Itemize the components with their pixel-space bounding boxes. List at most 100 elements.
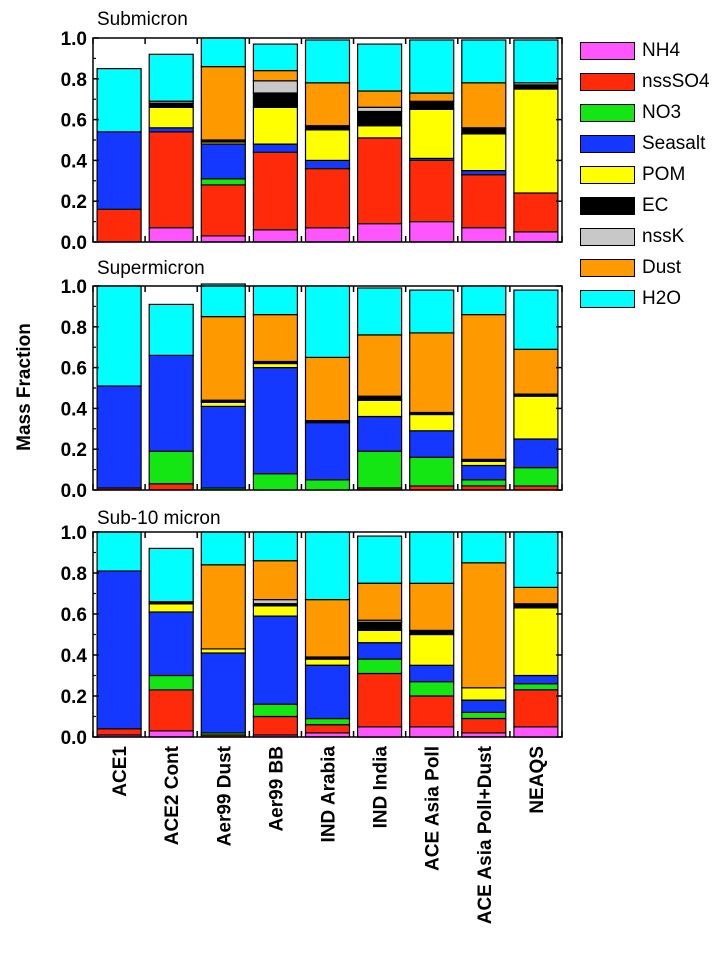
bar-segment <box>96 67 142 133</box>
bar-segment <box>357 450 403 489</box>
bar-segment <box>409 159 455 223</box>
bar-segment <box>461 227 507 243</box>
bar-segment <box>96 531 142 572</box>
y-axis-label: Mass Fraction <box>14 323 35 451</box>
bar-segment <box>200 184 246 237</box>
y-tick-label: 0.2 <box>61 440 87 461</box>
bar-segment <box>461 82 507 129</box>
legend-label: Dust <box>642 257 682 278</box>
bar-segment <box>200 652 246 734</box>
bar-segment <box>252 106 298 145</box>
bar-segment <box>200 65 246 141</box>
bar-segment <box>461 314 507 461</box>
bar-segment <box>252 531 298 562</box>
bar-segment <box>513 603 559 609</box>
bar-segment <box>148 611 194 677</box>
legend-swatch <box>580 135 635 153</box>
bar-segment <box>409 629 455 636</box>
bar-segment <box>409 531 455 584</box>
x-category-label: ACE2 Cont <box>162 745 183 845</box>
bar-segment <box>148 303 194 356</box>
x-category-label: ACE Asia Poll <box>423 746 444 871</box>
bar-segment <box>409 695 455 728</box>
y-tick-label: 0.6 <box>61 359 87 380</box>
bar-segment <box>409 108 455 160</box>
x-category-label: Aer99 Dust <box>214 745 235 846</box>
y-tick-label: 0.2 <box>61 687 87 708</box>
x-category-label: ACE Asia Poll+Dust <box>475 745 496 924</box>
bar-segment <box>304 531 351 601</box>
bar-segment <box>304 129 351 162</box>
bar-segment <box>409 726 455 738</box>
bar-segment <box>96 131 142 210</box>
bar-segment <box>200 143 246 180</box>
bar-segment <box>304 82 351 127</box>
y-tick-label: 0.6 <box>61 605 87 626</box>
bar-segment <box>461 39 507 84</box>
bar-segment <box>357 582 403 621</box>
legend-swatch <box>580 104 635 122</box>
bar-segment <box>513 88 559 194</box>
bar-segment <box>461 687 507 701</box>
bar-segment <box>304 724 351 734</box>
bar-segment <box>200 235 246 243</box>
bar-segment <box>409 633 455 666</box>
bar-segment <box>148 53 194 102</box>
y-tick-label: 0.0 <box>61 233 87 254</box>
bar-segment <box>252 473 298 491</box>
bar-segment <box>513 395 559 440</box>
bar-segment <box>200 283 246 318</box>
legend-label: NH4 <box>642 40 681 61</box>
bar-segment <box>148 106 194 129</box>
bar-segment <box>148 102 194 109</box>
bar-segment <box>252 560 298 601</box>
bar-segment <box>513 467 559 487</box>
bar-segment <box>304 356 351 422</box>
bar-segment <box>304 658 351 666</box>
bar-segment <box>304 285 351 359</box>
bar-segment <box>513 192 559 233</box>
bar-segment <box>200 178 246 186</box>
bar-segment <box>357 137 403 225</box>
bar-segment <box>148 483 194 491</box>
y-tick-label: 0.4 <box>61 646 88 667</box>
bar-segment <box>148 730 194 738</box>
bar-segment <box>252 367 298 475</box>
bar-segment <box>461 133 507 172</box>
panel-title: Sub-10 micron <box>97 508 221 529</box>
bar-segment <box>304 664 351 720</box>
bar-segment <box>252 229 298 243</box>
bar-segment <box>461 170 507 176</box>
bar-segment <box>513 689 559 728</box>
bar-segment <box>409 221 455 243</box>
bar-segment <box>200 401 246 407</box>
bar-segment <box>304 479 351 491</box>
bar-segment <box>513 683 559 691</box>
panel-title: Submicron <box>97 9 188 30</box>
bar-segment <box>409 680 455 697</box>
legend-swatch <box>580 73 635 91</box>
y-tick-label: 0.8 <box>61 70 87 91</box>
y-tick-label: 0.0 <box>61 481 87 502</box>
bar-segment <box>148 603 194 613</box>
bar-segment <box>252 314 298 363</box>
legend-swatch <box>580 228 635 246</box>
bar-segment <box>252 703 298 718</box>
bar-segment <box>461 479 507 487</box>
bar-segment <box>409 100 455 110</box>
bar-segment <box>357 621 403 632</box>
bar-segment <box>409 582 455 631</box>
bar-segment <box>357 399 403 418</box>
y-tick-label: 1.0 <box>61 523 87 544</box>
bar-segment <box>409 332 455 414</box>
bar-segment <box>461 464 507 481</box>
panel-title: Supermicron <box>97 258 205 279</box>
bar-segment <box>357 43 403 92</box>
legend-swatch <box>580 166 635 184</box>
bar-segment <box>304 39 351 84</box>
bar-segment <box>252 151 298 231</box>
bar-segment <box>357 629 403 644</box>
y-tick-label: 0.8 <box>61 318 87 339</box>
bar-segment <box>252 285 298 316</box>
bar-segment <box>461 174 507 229</box>
